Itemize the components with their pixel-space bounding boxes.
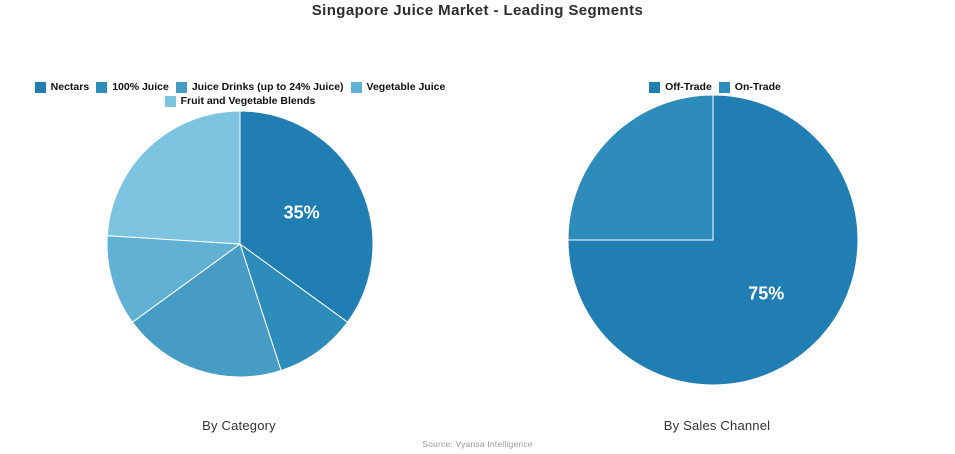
legend-swatch-icon xyxy=(718,81,730,93)
legend-item-vegetable-juice[interactable]: Vegetable Juice xyxy=(350,81,446,93)
legend-swatch-icon xyxy=(96,81,108,93)
legend-label: On-Trade xyxy=(734,81,781,93)
pie-slice-juice-drinks-up-to-24-juice[interactable] xyxy=(131,243,282,378)
legend-item-juice-drinks-up-to-24-juice[interactable]: Juice Drinks (up to 24% Juice) xyxy=(175,81,344,93)
pie-by-category: 35% xyxy=(106,110,374,378)
pie-by-sales-channel: 75% xyxy=(567,94,859,386)
legend-swatch-icon xyxy=(164,95,176,107)
pie-slice-100-juice[interactable] xyxy=(239,242,349,372)
legend-by-category: Nectars 100% Juice Juice Drinks (up to 24%… xyxy=(3,81,477,107)
figure-title: Singapore Juice Market - Leading Segment… xyxy=(311,2,644,19)
pie-slice-vegetable-juice[interactable] xyxy=(106,235,242,323)
pie-slice-on-trade[interactable] xyxy=(567,94,714,241)
legend-item-on-trade[interactable]: On-Trade xyxy=(718,81,781,93)
legend-item-fruit-and-vegetable-blends[interactable]: Fruit and Vegetable Blends xyxy=(164,95,316,107)
caption-by-sales-channel: By Sales Channel xyxy=(663,418,771,433)
legend-swatch-icon xyxy=(350,81,362,93)
legend-label: Nectars xyxy=(50,81,90,93)
legend-item-nectars[interactable]: Nectars xyxy=(34,81,90,93)
legend-item-100-juice[interactable]: 100% Juice xyxy=(96,81,169,93)
legend-swatch-icon xyxy=(175,81,187,93)
legend-label: Off-Trade xyxy=(665,81,712,93)
source-text: Source: Vyansa Intelligence xyxy=(422,439,533,449)
legend-by-sales-channel: Off-Trade On-Trade xyxy=(565,81,865,93)
legend-swatch-icon xyxy=(649,81,661,93)
legend-label: 100% Juice xyxy=(112,81,169,93)
legend-item-off-trade[interactable]: Off-Trade xyxy=(649,81,712,93)
legend-label: Vegetable Juice xyxy=(366,81,446,93)
caption-by-category: By Category xyxy=(202,418,276,433)
legend-swatch-icon xyxy=(34,81,46,93)
legend-label: Juice Drinks (up to 24% Juice) xyxy=(191,81,344,93)
pie-slice-fruit-and-vegetable-blends[interactable] xyxy=(106,110,241,245)
legend-label: Fruit and Vegetable Blends xyxy=(180,95,316,107)
pie-slice-nectars[interactable] xyxy=(239,110,374,323)
